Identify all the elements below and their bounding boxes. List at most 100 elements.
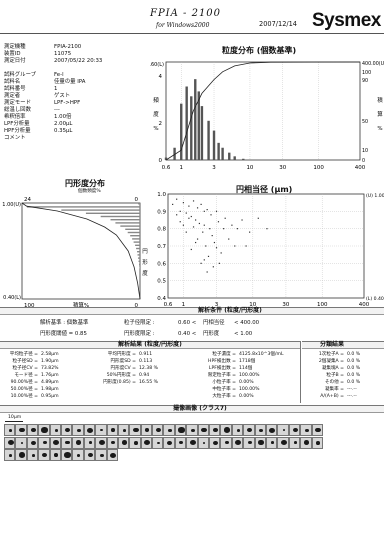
particle-image-cell [60, 436, 73, 449]
particle-size-result-value: 1.76μm [41, 373, 59, 378]
scatter-point [215, 247, 218, 249]
particle-blob [315, 440, 321, 445]
cumulative-line [165, 61, 361, 161]
y-right-label: % [377, 126, 382, 132]
results-band-label: 解析結果 (粒度/円形度) [118, 341, 182, 348]
classification-result-value: 0.0 % [347, 352, 361, 357]
particle-image-cell [300, 436, 312, 449]
cumulative-line [21, 202, 141, 300]
x-tick: 0.6 [162, 165, 171, 171]
particle-image-cell [4, 436, 16, 449]
classification-result-value: 0.0 % [347, 366, 361, 371]
particle-size-result-value: 4.89μm [41, 380, 59, 385]
y-right-tick: 90 [362, 78, 368, 84]
meta-value: ゲスト [54, 93, 71, 99]
particle-image-cell [72, 436, 84, 449]
particle-blob [76, 440, 82, 445]
size-distribution-chart: 0.60(L)420頻度%400.00(U)1009050100積算%0.613… [150, 61, 384, 171]
particle-blob [65, 440, 70, 445]
particle-blob [179, 441, 184, 445]
conditions-band: 解析条件 (粒度/円形度) [0, 307, 384, 315]
particle-image-cell [186, 436, 198, 449]
particle-size-result-value: 2.58μm [41, 352, 59, 357]
scatter-point [172, 203, 174, 205]
frequency-bar [212, 130, 216, 160]
cond-circ-range-label: 円形度限定 : [124, 331, 155, 337]
particle-image-cell [117, 436, 130, 449]
scatter-point [182, 224, 184, 226]
meta-label: 試料グループ [4, 72, 37, 78]
conditions-band-label: 解析条件 (粒度/円形度) [198, 307, 262, 314]
circularity-result-value: 12.38 % [139, 366, 158, 371]
frequency-bar [173, 147, 176, 160]
particle-image-cell [95, 424, 107, 436]
frequency-bar [242, 158, 245, 160]
meta-label: 測定日付 [4, 58, 26, 64]
particle-image-cell [265, 436, 278, 449]
y-tick: 0.6 [157, 261, 166, 267]
particle-blob [280, 439, 288, 446]
particle-blob [20, 441, 24, 444]
particle-size-result-value: 1.98μm [41, 387, 59, 392]
circularity-freq-label: 個数頻度% [78, 189, 101, 194]
classification-result-label: A/(A+B) = [320, 394, 344, 399]
frequency-bar [138, 257, 140, 259]
particle-blob [7, 440, 14, 446]
count-result-value: 4125.8x10^3個/mL [239, 352, 284, 357]
scatter-point [182, 202, 184, 204]
x-tick: 100 [317, 302, 328, 308]
frequency-bar [138, 260, 140, 262]
y-tick: 0.4 [157, 296, 166, 302]
particle-blob [8, 453, 13, 457]
x-tick: 30 [282, 302, 289, 308]
particle-blob [189, 440, 196, 446]
classification-result-value: ---.-- [347, 394, 357, 399]
particle-image-cell [26, 449, 39, 461]
scatter-point [190, 215, 192, 218]
cond-size-name: 円相当径 [203, 320, 225, 326]
particle-image-cell [49, 436, 61, 449]
particle-blob [42, 441, 47, 445]
frequency-bar [26, 206, 141, 208]
x-tick: 1 [182, 302, 186, 308]
particle-image-cell [15, 424, 27, 436]
particle-blob [98, 439, 105, 446]
x-tick: 0.6 [164, 302, 173, 308]
particle-image-cell [83, 436, 96, 449]
particle-image-cell [49, 424, 61, 436]
particle-blob [87, 453, 93, 458]
frequency-bar [221, 147, 224, 160]
particle-image-cell [95, 436, 107, 449]
particle-image-cell [15, 449, 27, 461]
x-bottom-tick: 100 [24, 303, 35, 309]
y-right-tick: 400.00(U) [362, 61, 384, 67]
particle-blob [143, 439, 151, 446]
particle-image-cell [106, 449, 118, 461]
particle-blob [110, 428, 116, 433]
count-result-value: 114個 [239, 366, 253, 371]
report-subtitle: for Windows2000 [156, 22, 210, 29]
particle-blob [41, 427, 48, 433]
particle-image-cell [186, 424, 198, 436]
y-right-tick: 50 [362, 119, 368, 125]
particle-blob [168, 428, 172, 432]
circularity-result-value: 0.94 [139, 373, 150, 378]
frequency-bar [85, 212, 140, 214]
circularity-distribution-chart: 24 0 100 積算% 0 1.00(U) 0.40(L) 円形度 [2, 197, 148, 309]
particle-blob [100, 429, 103, 432]
count-result-value: 100.00% [239, 387, 260, 392]
count-result-value: 1718個 [239, 359, 256, 364]
frequency-bar [194, 79, 197, 160]
particle-blob [270, 441, 275, 445]
y-tick: 0.7 [157, 244, 166, 250]
particle-image-cell [140, 424, 153, 436]
x-tick: 3 [215, 302, 219, 308]
particle-image-cell [254, 424, 266, 436]
scatter-point [198, 222, 200, 225]
particle-image-cell [117, 424, 130, 436]
particle-size-result-label: 50.00%径 = [10, 387, 38, 392]
scatter-point [185, 212, 187, 214]
scatter-point [207, 255, 210, 257]
scale-label: 10μm [8, 415, 22, 420]
scatter-point [192, 226, 195, 228]
